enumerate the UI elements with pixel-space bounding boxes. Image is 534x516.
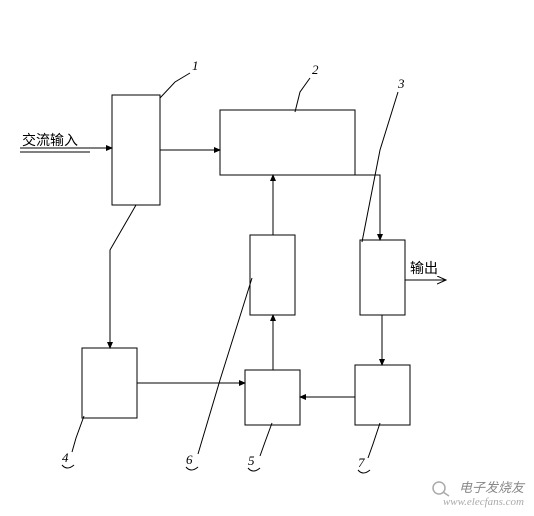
box-4 — [82, 348, 137, 418]
leader-7 — [368, 423, 380, 458]
num-4: 4 — [62, 450, 69, 466]
box-1 — [112, 95, 160, 205]
watermark-url: www.elecfans.com — [429, 496, 524, 508]
box-7 — [355, 365, 410, 425]
watermark-brand: 电子发烧友 — [459, 480, 524, 495]
output-label: 输出 — [410, 258, 438, 278]
num-1: 1 — [192, 58, 199, 74]
box-3 — [360, 240, 405, 315]
arrow-2-3 — [355, 175, 380, 240]
logo-icon — [429, 478, 455, 498]
num-6: 6 — [186, 452, 193, 468]
leader-6 — [198, 278, 252, 454]
input-label: 交流输入 — [22, 130, 78, 150]
box-6 — [250, 235, 295, 315]
num-5: 5 — [248, 453, 255, 469]
block-diagram — [0, 0, 534, 516]
box-5 — [245, 370, 300, 425]
arrow-1-4 — [110, 205, 136, 348]
leader-4 — [72, 416, 84, 452]
box-2 — [220, 110, 355, 175]
watermark: 电子发烧友 www.elecfans.com — [429, 477, 524, 508]
leader-5 — [260, 423, 272, 456]
leader-1 — [160, 73, 190, 98]
leader-2 — [295, 78, 310, 112]
num-2: 2 — [312, 62, 319, 78]
num-7: 7 — [358, 455, 365, 471]
num-3: 3 — [398, 76, 405, 92]
